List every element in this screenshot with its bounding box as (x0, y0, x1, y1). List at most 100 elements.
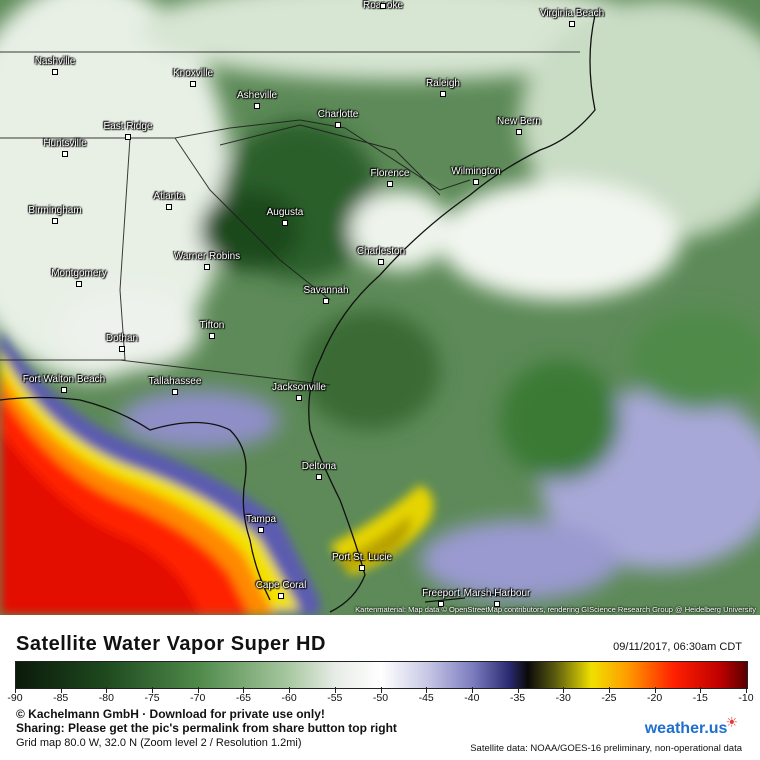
city-marker (296, 395, 302, 401)
weather-us-logo[interactable]: weather.us☀ (644, 714, 740, 738)
city-marker (52, 69, 58, 75)
scale-tick (243, 687, 245, 693)
city-marker (125, 134, 131, 140)
scale-tick (654, 687, 656, 693)
city-marker (258, 527, 264, 533)
city-marker (209, 333, 215, 339)
city-marker (378, 259, 384, 265)
city-marker (172, 389, 178, 395)
city-label: Tampa (245, 514, 276, 525)
city-label: Virginia Beach (539, 8, 605, 19)
scale-tick-label: -35 (509, 692, 526, 704)
scale-tick-label: -15 (692, 692, 708, 704)
copyright-notice: © Kachelmann GmbH · Download for private… (16, 707, 325, 721)
scale-tick (60, 687, 62, 693)
scale-tick (700, 687, 702, 693)
city-label: Cape Coral (255, 580, 307, 591)
scale-tick (608, 687, 610, 693)
scale-tick-label: -85 (53, 692, 69, 704)
scale-tick-label: -10 (738, 692, 754, 704)
scale-tick (15, 687, 16, 693)
scale-tick (334, 687, 336, 693)
city-label: Charlotte (317, 109, 359, 120)
city-label: Charleston (356, 246, 406, 257)
color-scale-bar (15, 661, 748, 689)
city-label: Dothan (105, 333, 139, 344)
city-marker (62, 151, 68, 157)
scale-tick-label: -90 (7, 692, 23, 704)
city-label: Birmingham (28, 205, 82, 216)
scale-tick-label: -20 (647, 692, 663, 704)
product-title: Satellite Water Vapor Super HD (16, 633, 326, 655)
city-label: Jacksonville (272, 382, 326, 393)
coastline (0, 14, 596, 613)
state-borders (0, 51, 580, 386)
city-label: Fort Walton Beach (22, 374, 106, 385)
scale-tick-label: -30 (555, 692, 571, 704)
city-label: Freeport (422, 588, 460, 599)
city-marker (190, 81, 196, 87)
scale-tick-label: -65 (235, 692, 252, 704)
scale-tick-label: -25 (601, 692, 617, 704)
city-label: Nashville (34, 56, 76, 67)
city-label: Augusta (266, 207, 304, 218)
city-label: Savannah (303, 285, 349, 296)
city-marker (323, 298, 329, 304)
city-label: East Ridge (103, 121, 153, 132)
city-label: Deltona (301, 461, 337, 472)
city-marker (380, 3, 386, 9)
scale-tick (471, 687, 473, 693)
sharing-notice: Sharing: Please get the pic's permalink … (16, 721, 397, 735)
scale-tick-label: -70 (190, 692, 206, 704)
scale-tick (426, 687, 428, 693)
scale-tick-label: -50 (372, 692, 389, 704)
color-scale-ticks (15, 687, 747, 695)
scale-tick (289, 687, 291, 693)
city-marker (254, 103, 260, 109)
scale-tick-label: -75 (144, 692, 160, 704)
city-label: Port St. Lucie (331, 552, 393, 563)
satellite-source: Satellite data: NOAA/GOES-16 preliminary… (470, 743, 742, 754)
city-label: Asheville (236, 90, 278, 101)
scale-tick (106, 687, 108, 693)
city-label: Tallahassee (148, 376, 202, 387)
city-marker (282, 220, 288, 226)
scale-tick-label: -40 (464, 692, 480, 704)
city-label: Florence (370, 168, 410, 179)
scale-tick (197, 687, 199, 693)
city-label: Raleigh (426, 78, 460, 89)
city-label: Atlanta (153, 191, 185, 202)
city-marker (387, 181, 393, 187)
logo-text: weather.us (644, 720, 728, 737)
sun-icon: ☀ (725, 714, 738, 730)
timestamp: 09/11/2017, 06:30am CDT (613, 641, 742, 653)
city-marker (473, 179, 479, 185)
city-label: Huntsville (43, 138, 87, 149)
city-marker (438, 601, 444, 607)
city-label: Marsh Harbour (463, 588, 531, 599)
city-marker (316, 474, 322, 480)
city-label: Wilmington (451, 166, 501, 177)
city-marker (52, 218, 58, 224)
city-marker (359, 565, 365, 571)
city-marker (61, 387, 67, 393)
city-label: Knoxville (172, 68, 214, 79)
scale-tick (380, 687, 382, 693)
city-marker (204, 264, 210, 270)
scale-tick (517, 687, 519, 693)
scale-tick-label: -45 (418, 692, 434, 704)
city-label: New Bern (497, 116, 541, 127)
city-marker (516, 129, 522, 135)
city-marker (119, 346, 125, 352)
scale-tick-label: -60 (281, 692, 297, 704)
city-marker (440, 91, 446, 97)
map-attribution: Kartenmaterial: Map data © OpenStreetMap… (355, 605, 756, 614)
city-marker (278, 593, 284, 599)
scale-tick (563, 687, 565, 693)
grid-info: Grid map 80.0 W, 32.0 N (Zoom level 2 / … (16, 737, 302, 749)
scale-tick-label: -80 (98, 692, 114, 704)
water-vapor-imagery (0, 0, 760, 615)
scale-tick-label: -55 (327, 692, 343, 704)
city-marker (76, 281, 82, 287)
city-marker (335, 122, 341, 128)
